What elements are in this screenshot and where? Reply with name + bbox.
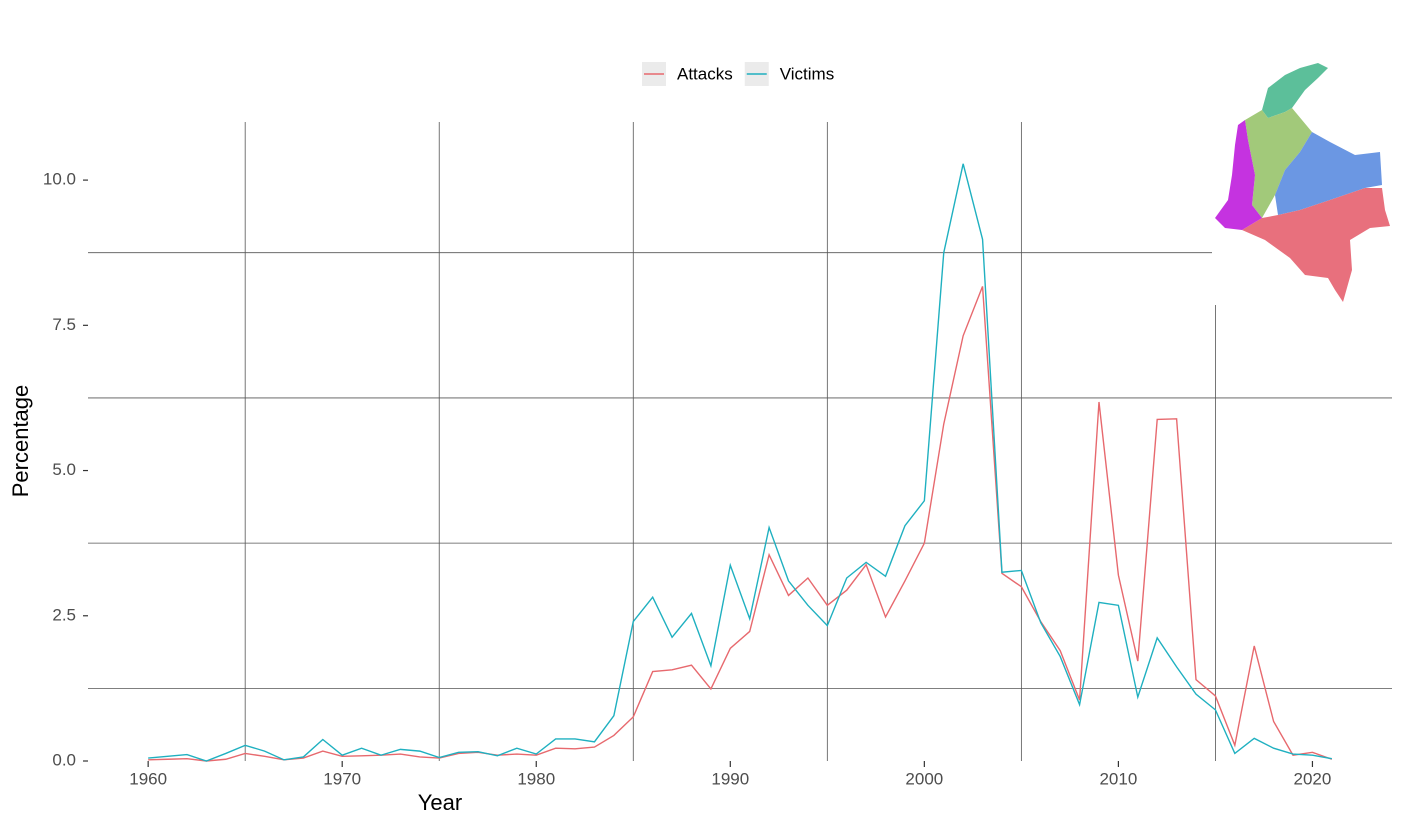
x-tick-label: 1960	[129, 769, 167, 788]
legend-label: Attacks	[677, 64, 733, 83]
y-tick-label: 0.0	[52, 750, 76, 769]
y-tick-label: 10.0	[43, 170, 76, 189]
x-tick-label: 1980	[517, 769, 555, 788]
legend-label: Victims	[780, 64, 834, 83]
map-region	[1215, 120, 1262, 230]
map-region	[1262, 63, 1328, 118]
x-tick-label: 1990	[711, 769, 749, 788]
y-tick-label: 7.5	[52, 315, 76, 334]
map-region	[1275, 132, 1382, 215]
y-axis-label: Percentage	[8, 385, 33, 498]
map-region	[1245, 108, 1312, 218]
y-tick-label: 5.0	[52, 460, 76, 479]
data	[148, 163, 1333, 762]
line-series	[148, 163, 1332, 762]
map-region	[1242, 188, 1390, 302]
x-tick-label: 2000	[905, 769, 943, 788]
x-axis-label: Year	[418, 790, 462, 815]
x-tick-label: 2020	[1294, 769, 1332, 788]
y-tick-label: 2.5	[52, 605, 76, 624]
x-tick-label: 1970	[323, 769, 361, 788]
x-tick-label: 2010	[1099, 769, 1137, 788]
line-series	[148, 286, 1333, 762]
map-inset	[1212, 60, 1397, 305]
grid	[88, 122, 1392, 761]
